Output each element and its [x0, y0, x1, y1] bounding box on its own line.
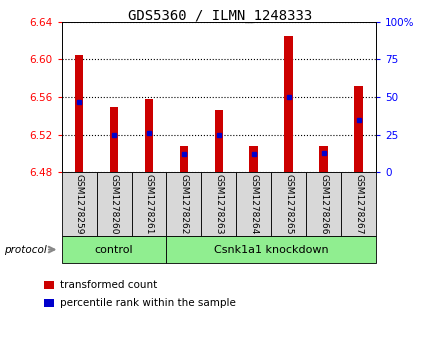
Bar	[110, 106, 118, 172]
Bar	[319, 146, 328, 172]
Text: protocol: protocol	[4, 245, 47, 254]
Text: transformed count: transformed count	[60, 280, 158, 290]
Bar	[354, 86, 363, 172]
Bar	[284, 36, 293, 172]
Text: GSM1278263: GSM1278263	[214, 174, 224, 234]
Text: GSM1278261: GSM1278261	[144, 174, 154, 234]
Text: GSM1278265: GSM1278265	[284, 174, 293, 234]
Text: GSM1278260: GSM1278260	[110, 174, 118, 234]
Bar	[75, 55, 84, 172]
Text: Csnk1a1 knockdown: Csnk1a1 knockdown	[214, 245, 329, 254]
Text: GSM1278264: GSM1278264	[249, 174, 258, 234]
Text: GSM1278266: GSM1278266	[319, 174, 328, 234]
Text: GDS5360 / ILMN_1248333: GDS5360 / ILMN_1248333	[128, 9, 312, 23]
Text: control: control	[95, 245, 133, 254]
Bar	[215, 110, 223, 172]
Text: GSM1278267: GSM1278267	[354, 174, 363, 234]
Bar	[145, 99, 154, 172]
Text: GSM1278259: GSM1278259	[74, 174, 84, 234]
Text: percentile rank within the sample: percentile rank within the sample	[60, 298, 236, 308]
Bar	[180, 146, 188, 172]
Text: GSM1278262: GSM1278262	[180, 174, 188, 234]
Bar	[249, 146, 258, 172]
